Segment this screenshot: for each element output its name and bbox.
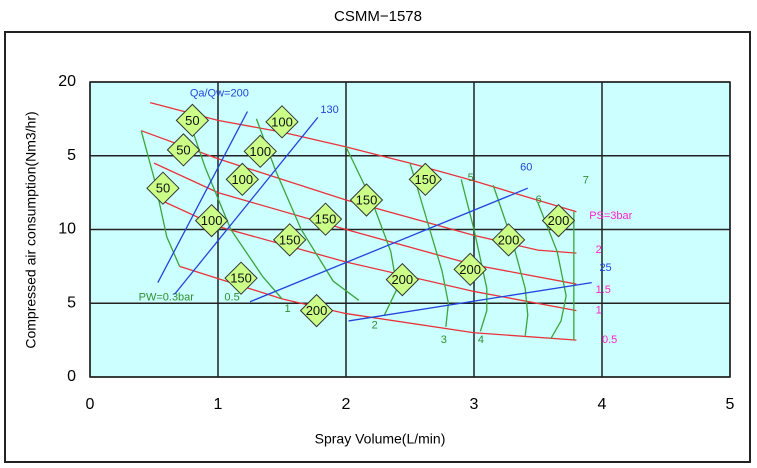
line-label: 5 — [468, 172, 474, 184]
marker-label: 150 — [415, 172, 437, 187]
line-label: 4 — [478, 334, 484, 346]
y-axis-label: Compressed air consumption(Nm3/hr) — [23, 111, 39, 348]
line-label: 1 — [596, 305, 602, 317]
marker-label: 200 — [391, 272, 413, 287]
x-tick-label: 1 — [214, 396, 223, 413]
y-tick-label: 5 — [67, 294, 76, 311]
series-line — [492, 185, 529, 336]
series-line — [140, 130, 181, 267]
line-label: 7 — [583, 175, 589, 187]
series-line — [537, 202, 567, 339]
line-label: 1 — [285, 303, 291, 315]
diamond-marker — [225, 162, 260, 197]
diamond-marker — [541, 203, 576, 238]
diamond-marker — [491, 223, 526, 257]
line-label: 130 — [320, 104, 338, 116]
chart-title: CSMM−1578 — [334, 8, 422, 25]
series-line — [157, 111, 249, 283]
y-tick-label: 10 — [58, 221, 76, 238]
y-tick-label: 0 — [67, 368, 76, 385]
line-label: 0.5 — [224, 291, 239, 303]
diamond-marker — [175, 103, 210, 138]
frame — [4, 31, 751, 463]
series-line — [249, 187, 529, 303]
diamond-marker — [272, 223, 307, 257]
y-tick-label: 5 — [67, 147, 76, 164]
x-tick-label: 3 — [470, 396, 479, 413]
line-label: PS=3bar — [589, 210, 632, 222]
line-label: 0.5 — [602, 334, 617, 346]
diamond-marker — [453, 252, 487, 287]
diamond-marker — [265, 105, 299, 139]
series-line — [173, 116, 319, 295]
x-axis-label: Spray Volume(L/min) — [315, 431, 446, 447]
diamond-marker — [299, 293, 334, 328]
marker-label: 100 — [249, 144, 271, 159]
x-tick-label: 5 — [726, 396, 735, 413]
diamond-marker — [146, 171, 180, 205]
series-line — [140, 130, 577, 254]
line-label: 6 — [535, 194, 541, 206]
marker-label: 100 — [271, 114, 293, 129]
line-label: PW=0.3bar — [139, 291, 195, 303]
series-line — [149, 102, 577, 213]
diamond-marker — [224, 261, 258, 295]
marker-label: 50 — [156, 181, 170, 196]
line-label: 2 — [596, 244, 602, 256]
diamond-marker — [385, 262, 420, 297]
line-label: 3 — [441, 334, 447, 346]
marker-label: 150 — [315, 212, 337, 227]
diamond-marker — [408, 162, 443, 197]
x-tick-label: 4 — [598, 396, 607, 413]
x-tick-label: 2 — [342, 396, 351, 413]
line-label: Qa/Qw=200 — [190, 88, 249, 100]
line-label: 1.5 — [596, 284, 611, 296]
line-label: 2 — [372, 319, 378, 331]
series-line — [345, 146, 398, 316]
series-line — [409, 162, 450, 327]
marker-label: 150 — [279, 232, 301, 247]
marker-label: 200 — [459, 262, 481, 277]
diamond-marker — [243, 134, 277, 169]
line-label: 25 — [599, 262, 611, 274]
line-label: 60 — [520, 161, 532, 173]
diamond-marker — [166, 133, 201, 167]
marker-label: 200 — [498, 232, 520, 247]
marker-label: 100 — [231, 172, 253, 187]
marker-label: 50 — [185, 113, 199, 128]
series-line — [460, 179, 488, 332]
diamond-marker — [308, 202, 343, 236]
marker-label: 200 — [306, 303, 328, 318]
series-line — [153, 162, 577, 285]
diamond-marker — [194, 203, 229, 238]
marker-label: 50 — [176, 142, 190, 157]
marker-label: 150 — [230, 271, 252, 286]
diamond-marker — [349, 183, 384, 217]
series-line — [348, 281, 592, 322]
x-tick-label: 0 — [86, 396, 95, 413]
marker-label: 150 — [356, 192, 378, 207]
y-tick-label: 20 — [58, 73, 76, 90]
marker-label: 200 — [548, 213, 570, 228]
marker-label: 100 — [201, 213, 223, 228]
